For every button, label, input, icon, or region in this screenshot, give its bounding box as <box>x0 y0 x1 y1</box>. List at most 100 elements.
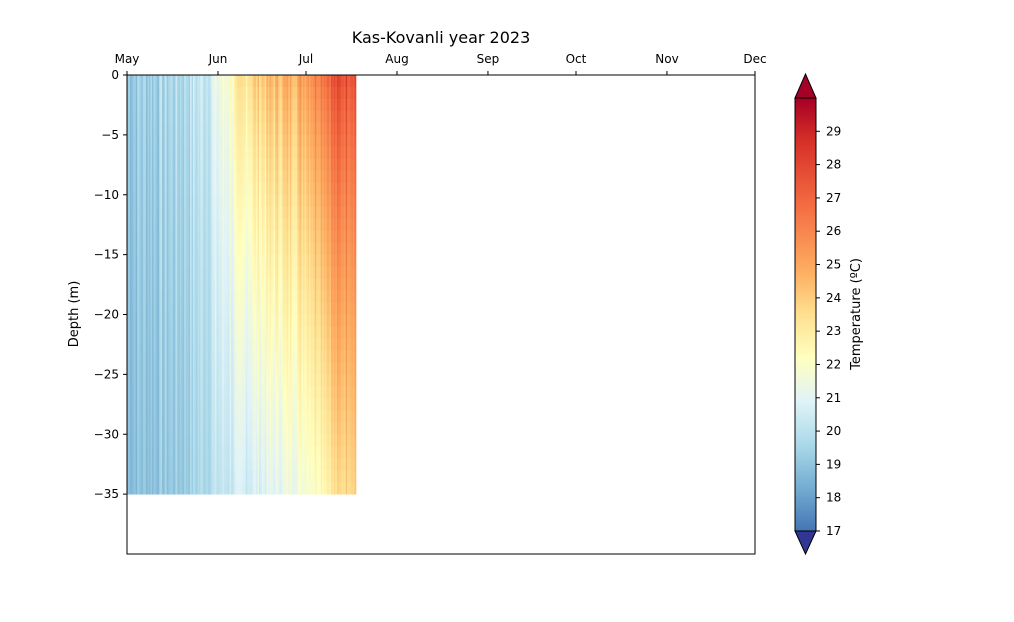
heatmap-cell <box>212 434 214 447</box>
heatmap-cell <box>272 302 275 315</box>
heatmap-cell <box>132 218 135 232</box>
heatmap-cell <box>127 398 129 411</box>
heatmap-cell <box>253 122 256 136</box>
heatmap-cell <box>217 146 220 160</box>
heatmap-cell <box>270 98 273 112</box>
heatmap-cell <box>264 362 267 375</box>
heatmap-cell <box>134 254 137 268</box>
heatmap-cell <box>306 110 308 124</box>
heatmap-cell <box>154 350 157 363</box>
heatmap-cell <box>235 254 238 268</box>
heatmap-cell <box>332 410 335 423</box>
heatmap-cell <box>319 218 322 232</box>
heatmap-cell <box>257 326 260 339</box>
heatmap-cell <box>169 110 172 124</box>
heatmap-cell <box>146 218 148 232</box>
heatmap-cell <box>215 170 217 184</box>
heatmap-cell <box>157 254 160 268</box>
heatmap-cell <box>276 194 279 208</box>
heatmap-cell <box>229 122 232 136</box>
heatmap-cell <box>178 290 181 303</box>
heatmap-cell <box>253 326 256 339</box>
heatmap-cell <box>316 398 319 411</box>
heatmap-cell <box>222 170 225 184</box>
heatmap-cell <box>173 170 176 184</box>
heatmap-cell <box>273 398 276 411</box>
heatmap-cell <box>288 134 291 148</box>
heatmap-cell <box>297 362 300 375</box>
heatmap-cell <box>219 254 222 268</box>
heatmap-cell <box>235 326 238 339</box>
heatmap-cell <box>273 170 276 184</box>
heatmap-cell <box>308 434 311 447</box>
heatmap-cell <box>282 410 285 423</box>
heatmap-cell <box>297 278 300 291</box>
heatmap-cell <box>200 446 203 459</box>
heatmap-cell <box>245 242 248 256</box>
heatmap-cell <box>325 230 327 244</box>
heatmap-cell <box>322 182 325 196</box>
heatmap-cell <box>129 386 132 399</box>
heatmap-cell <box>335 98 338 112</box>
heatmap-cell <box>264 386 267 399</box>
heatmap-cell <box>284 398 286 411</box>
heatmap-cell <box>163 398 166 411</box>
heatmap-cell <box>238 482 241 495</box>
heatmap-cell <box>229 350 232 363</box>
heatmap-cell <box>256 374 258 387</box>
heatmap-cell <box>195 410 198 423</box>
heatmap-cell <box>159 75 162 88</box>
heatmap-cell <box>329 75 332 88</box>
heatmap-cell <box>273 386 276 399</box>
heatmap-cell <box>238 350 241 363</box>
heatmap-cell <box>185 458 188 471</box>
heatmap-cell <box>197 302 200 315</box>
heatmap-cell <box>269 374 272 387</box>
heatmap-cell <box>173 362 176 375</box>
heatmap-cell <box>147 326 150 339</box>
heatmap-cell <box>260 374 263 387</box>
heatmap-cell <box>269 134 272 148</box>
heatmap-cell <box>172 122 175 136</box>
heatmap-cell <box>263 386 266 399</box>
heatmap-cell <box>206 482 209 495</box>
heatmap-cell <box>166 326 169 339</box>
heatmap-cell <box>181 146 184 160</box>
heatmap-cell <box>191 146 194 160</box>
heatmap-cell <box>201 134 204 148</box>
heatmap-cell <box>200 134 203 148</box>
heatmap-cell <box>157 362 160 375</box>
heatmap-cell <box>157 122 160 136</box>
heatmap-cell <box>306 374 308 387</box>
heatmap-cell <box>173 110 176 124</box>
heatmap-cell <box>282 134 285 148</box>
heatmap-cell <box>279 230 282 244</box>
heatmap-cell <box>173 242 176 256</box>
heatmap-cell <box>289 75 292 88</box>
heatmap-cell <box>197 434 200 447</box>
heatmap-cell <box>253 278 256 291</box>
heatmap-cell <box>317 122 320 136</box>
heatmap-cell <box>248 278 251 291</box>
heatmap-cell <box>188 134 191 148</box>
heatmap-cell <box>286 98 289 112</box>
heatmap-cell <box>197 146 200 160</box>
heatmap-cell <box>209 326 212 339</box>
heatmap-cell <box>306 86 308 100</box>
heatmap-cell <box>153 422 156 435</box>
heatmap-cell <box>198 278 201 291</box>
heatmap-cell <box>329 134 332 148</box>
heatmap-cell <box>229 458 232 471</box>
heatmap-cell <box>207 386 210 399</box>
heatmap-cell <box>231 410 234 423</box>
heatmap-cell <box>185 146 188 160</box>
heatmap-cell <box>285 470 288 483</box>
heatmap-cell <box>228 110 231 124</box>
heatmap-cell <box>300 458 303 471</box>
heatmap-cell <box>313 110 316 124</box>
heatmap-cell <box>175 110 178 124</box>
heatmap-cell <box>226 470 229 483</box>
heatmap-cell <box>323 134 326 148</box>
heatmap-cell <box>223 302 226 315</box>
heatmap-cell <box>187 218 190 232</box>
